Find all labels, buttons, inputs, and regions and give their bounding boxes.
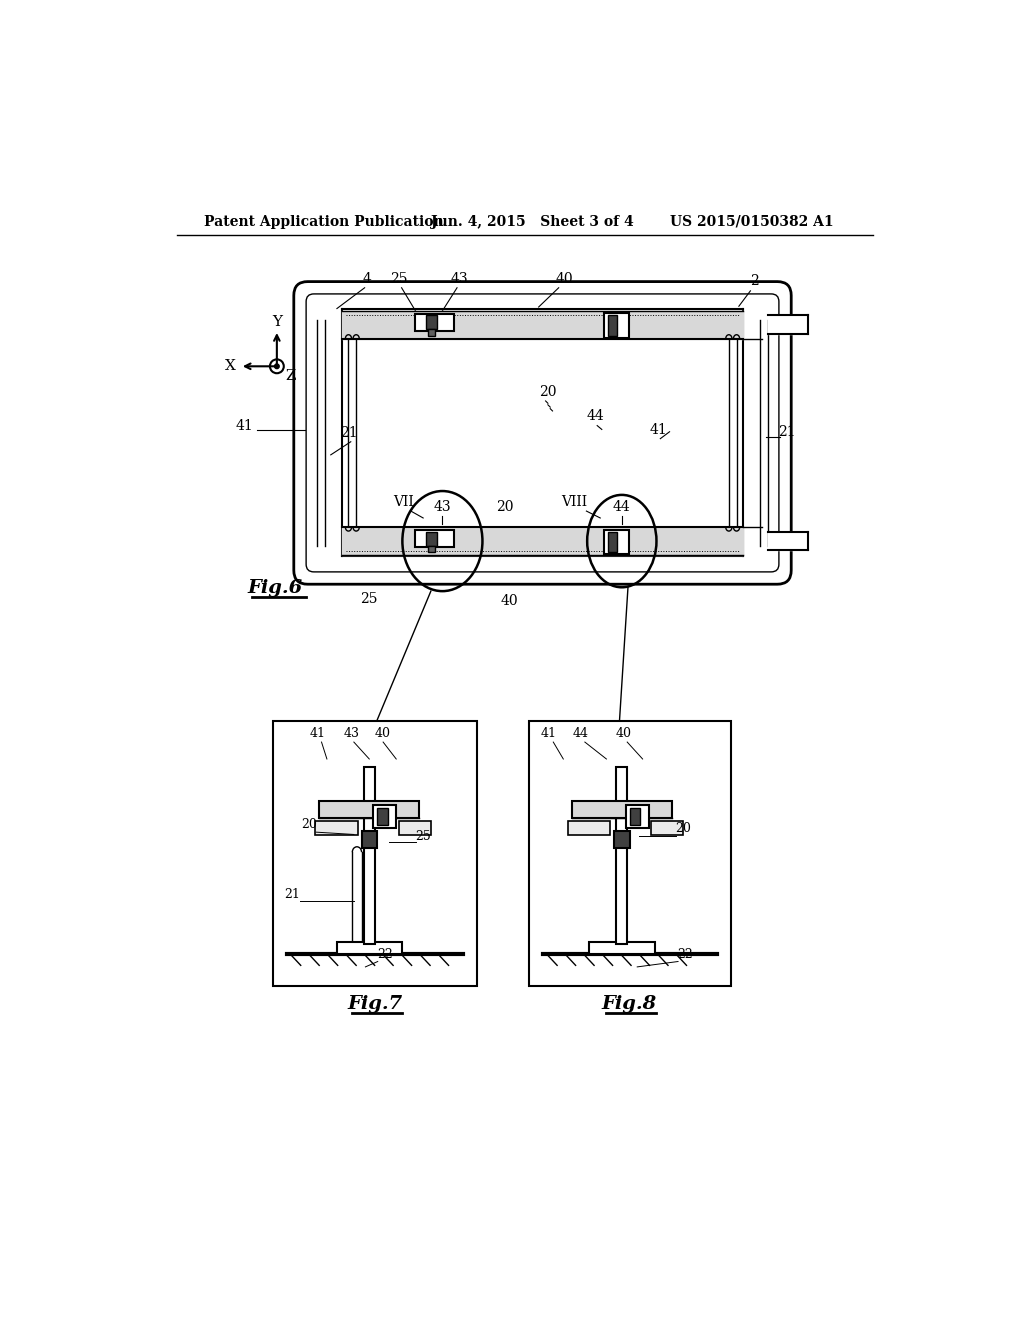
Text: 21: 21 <box>778 425 796 438</box>
Bar <box>428 545 435 552</box>
Text: 20: 20 <box>301 818 317 832</box>
Text: 41: 41 <box>236 420 253 433</box>
Text: Fig.6: Fig.6 <box>248 578 303 597</box>
Bar <box>428 330 435 335</box>
Text: Jun. 4, 2015   Sheet 3 of 4: Jun. 4, 2015 Sheet 3 of 4 <box>431 215 634 228</box>
Text: 40: 40 <box>615 727 632 741</box>
Bar <box>626 805 649 829</box>
Text: 44: 44 <box>587 409 604 424</box>
Text: 20: 20 <box>496 500 513 513</box>
Text: 44: 44 <box>573 727 589 741</box>
Text: 2: 2 <box>750 275 759 289</box>
Bar <box>398 821 431 836</box>
Bar <box>361 832 377 849</box>
Text: 44: 44 <box>613 500 631 513</box>
Text: 43: 43 <box>433 500 452 513</box>
Text: 22: 22 <box>377 948 392 961</box>
Text: 25: 25 <box>360 593 378 606</box>
Bar <box>529 721 731 986</box>
Bar <box>373 805 396 829</box>
Bar <box>630 808 640 825</box>
Bar <box>337 942 402 954</box>
Text: 41: 41 <box>649 424 667 437</box>
Text: 40: 40 <box>501 594 518 609</box>
Bar <box>614 832 630 849</box>
Text: 4: 4 <box>362 272 372 286</box>
Bar <box>651 821 683 836</box>
Circle shape <box>274 364 280 368</box>
Bar <box>604 529 629 554</box>
Text: 20: 20 <box>540 384 557 399</box>
Bar <box>604 313 629 338</box>
Text: 43: 43 <box>451 272 468 286</box>
Text: 40: 40 <box>555 272 572 286</box>
Bar <box>416 531 454 548</box>
Bar <box>273 721 477 986</box>
Bar <box>377 808 388 825</box>
Bar <box>608 532 617 552</box>
Text: 21: 21 <box>285 887 300 900</box>
Text: 21: 21 <box>340 426 357 440</box>
Text: Fig.7: Fig.7 <box>347 995 402 1014</box>
Text: Fig.8: Fig.8 <box>602 995 657 1014</box>
Text: X: X <box>225 359 237 374</box>
Bar <box>426 532 437 545</box>
Bar <box>571 800 672 817</box>
Text: 41: 41 <box>541 727 557 741</box>
Bar <box>319 800 419 817</box>
Bar <box>608 315 617 335</box>
Text: Z: Z <box>286 368 296 383</box>
Text: Y: Y <box>271 315 282 330</box>
Bar <box>616 767 628 944</box>
Text: VII: VII <box>393 495 415 510</box>
Text: Patent Application Publication: Patent Application Publication <box>204 215 443 228</box>
Bar <box>590 942 655 954</box>
Bar <box>568 821 610 836</box>
Text: 25: 25 <box>416 830 431 843</box>
Text: 40: 40 <box>375 727 391 741</box>
Text: 25: 25 <box>390 272 408 286</box>
Text: 43: 43 <box>343 727 359 741</box>
Text: VIII: VIII <box>561 495 587 510</box>
Bar <box>315 821 357 836</box>
Text: 41: 41 <box>309 727 326 741</box>
Text: 20: 20 <box>676 822 691 836</box>
Text: 22: 22 <box>677 948 693 961</box>
Bar <box>364 767 375 944</box>
Text: US 2015/0150382 A1: US 2015/0150382 A1 <box>670 215 834 228</box>
Bar <box>416 314 454 331</box>
Bar <box>426 315 437 330</box>
